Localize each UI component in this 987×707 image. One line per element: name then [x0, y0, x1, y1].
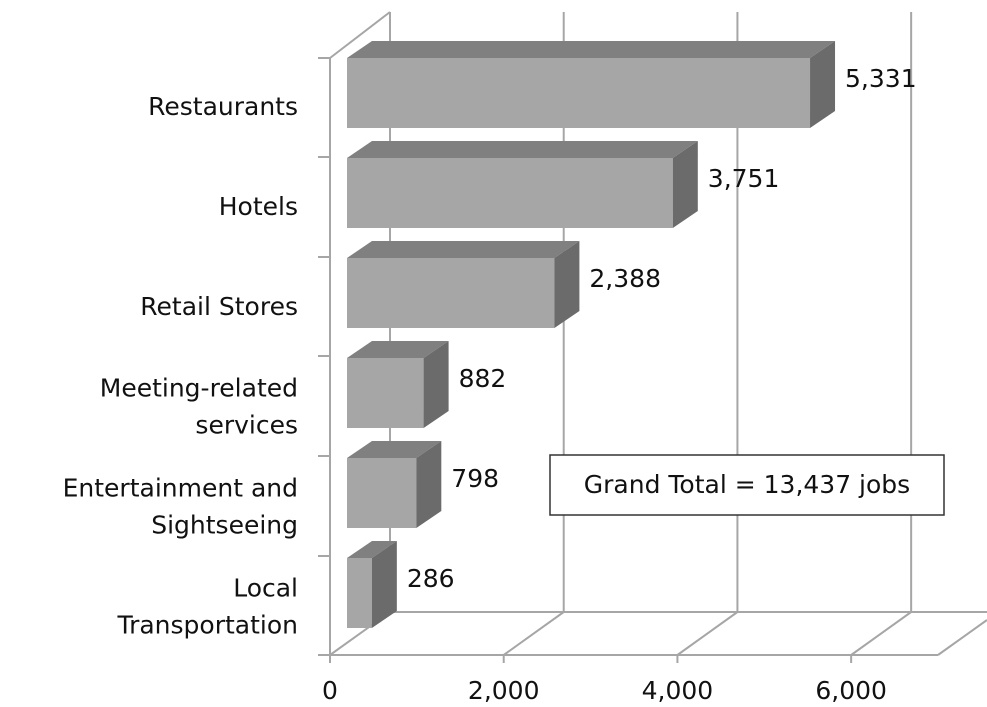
annotation-box: [549, 454, 945, 516]
floor-grid-line: [850, 611, 912, 656]
value-label: 5,331: [845, 64, 917, 93]
bar-front: [347, 258, 555, 328]
x-tick-label: 0: [322, 676, 338, 705]
y-tick-label: Transportation: [116, 611, 298, 640]
y-tick-label: Local: [233, 574, 298, 603]
floor-grid-line: [503, 611, 565, 656]
bar-side: [554, 241, 580, 328]
y-tick-label: services: [195, 411, 298, 440]
bar-front: [347, 58, 811, 128]
y-tick-label: Meeting-related: [100, 374, 298, 403]
bar-side: [416, 441, 442, 528]
bar-front: [347, 358, 424, 428]
bar-front: [347, 458, 417, 528]
x-tick-label: 6,000: [815, 676, 887, 705]
y-tick-label: Hotels: [219, 192, 298, 221]
floor-right: [937, 619, 987, 656]
bar-top: [347, 141, 698, 158]
bar-top: [347, 341, 449, 358]
y-tick-label: Entertainment and: [63, 474, 298, 503]
y-tick-label: Retail Stores: [140, 292, 298, 321]
y-tick-label: Sightseeing: [151, 511, 298, 540]
bar-front: [347, 158, 673, 228]
bar-top: [347, 441, 442, 458]
y-tick-label: Restaurants: [148, 92, 298, 121]
value-label: 2,388: [589, 264, 661, 293]
bar-side: [810, 41, 836, 128]
bar-side: [423, 341, 449, 428]
value-label: 882: [459, 364, 507, 393]
left-wall-top: [329, 11, 391, 59]
bar-side: [371, 541, 397, 628]
value-label: 798: [451, 464, 499, 493]
floor-grid-line: [676, 611, 739, 656]
bar-top: [347, 541, 397, 558]
bar-top: [347, 41, 836, 58]
bar-side: [672, 141, 698, 228]
value-label: 3,751: [708, 164, 780, 193]
x-tick-label: 2,000: [468, 676, 540, 705]
bar-top: [347, 241, 580, 258]
value-label: 286: [407, 564, 455, 593]
bar-front: [347, 558, 372, 628]
x-tick-label: 4,000: [642, 676, 714, 705]
annotation: Grand Total = 13,437 jobs: [584, 470, 910, 499]
